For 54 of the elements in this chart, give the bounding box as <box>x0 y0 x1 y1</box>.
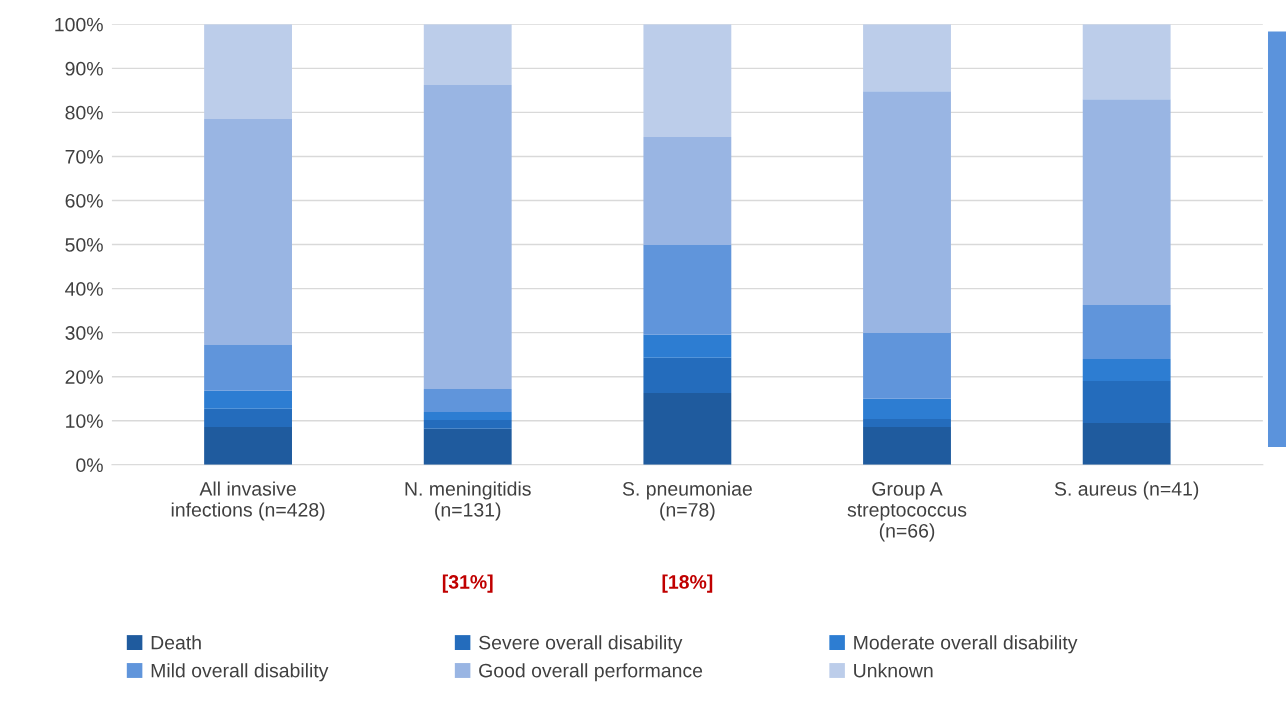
bar <box>643 137 732 245</box>
bar <box>423 419 512 429</box>
legend-label: Death <box>151 635 201 650</box>
bar <box>863 333 951 399</box>
bar <box>204 24 292 119</box>
bar <box>204 426 292 465</box>
x-tick-label: S. aureus (n=41) <box>1054 481 1199 500</box>
y-tick-label: 50% <box>65 238 103 252</box>
bar <box>204 408 292 427</box>
y-tick-label: 70% <box>65 149 103 164</box>
bar <box>1082 304 1171 360</box>
y-tick-label: 90% <box>65 61 103 76</box>
x-tick-label: N. meningitidis (n=131) <box>405 481 531 521</box>
legend-label: Good overall performance <box>479 663 703 682</box>
y-tick-label: 20% <box>65 370 103 384</box>
bar <box>204 390 292 409</box>
bar <box>1082 24 1171 100</box>
bar <box>1082 422 1171 465</box>
y-tick-label: 10% <box>66 414 103 428</box>
x-tick-label: All invasive infections (n=428) <box>171 481 325 521</box>
y-tick-label: 100% <box>55 17 103 32</box>
bar <box>423 85 512 390</box>
bar <box>1082 381 1171 423</box>
x-tick-label: Group A streptococcus (n=66) <box>847 481 967 542</box>
text: [31%] <box>442 574 493 593</box>
bar <box>1082 359 1171 382</box>
bar <box>643 357 732 394</box>
bar <box>643 24 732 138</box>
bar <box>643 393 732 465</box>
bar <box>423 24 512 86</box>
bar <box>204 344 292 391</box>
bar <box>863 91 951 334</box>
bar <box>863 426 951 465</box>
text: [18%] <box>662 574 713 593</box>
bar <box>863 398 951 419</box>
bar <box>863 24 951 92</box>
bar <box>1082 99 1171 305</box>
y-tick-label: 80% <box>65 105 103 120</box>
y-tick-label: 60% <box>65 193 103 208</box>
legend-label: Moderate overall disability <box>854 635 1078 654</box>
bar <box>643 244 732 335</box>
legend-label: Unknown <box>854 663 933 678</box>
legend-label: Severe overall disability <box>479 635 683 654</box>
bar <box>423 411 512 420</box>
y-tick-label: 0% <box>76 458 103 473</box>
y-tick-label: 40% <box>65 282 103 296</box>
bar <box>423 389 512 412</box>
x-tick-label: S. pneumoniae (n=78) <box>622 481 752 521</box>
bar <box>204 118 292 345</box>
y-tick-label: 30% <box>65 326 103 340</box>
legend-label: Mild overall disability <box>151 663 329 682</box>
bar <box>643 334 732 358</box>
bar <box>423 428 512 465</box>
bar <box>863 419 951 427</box>
